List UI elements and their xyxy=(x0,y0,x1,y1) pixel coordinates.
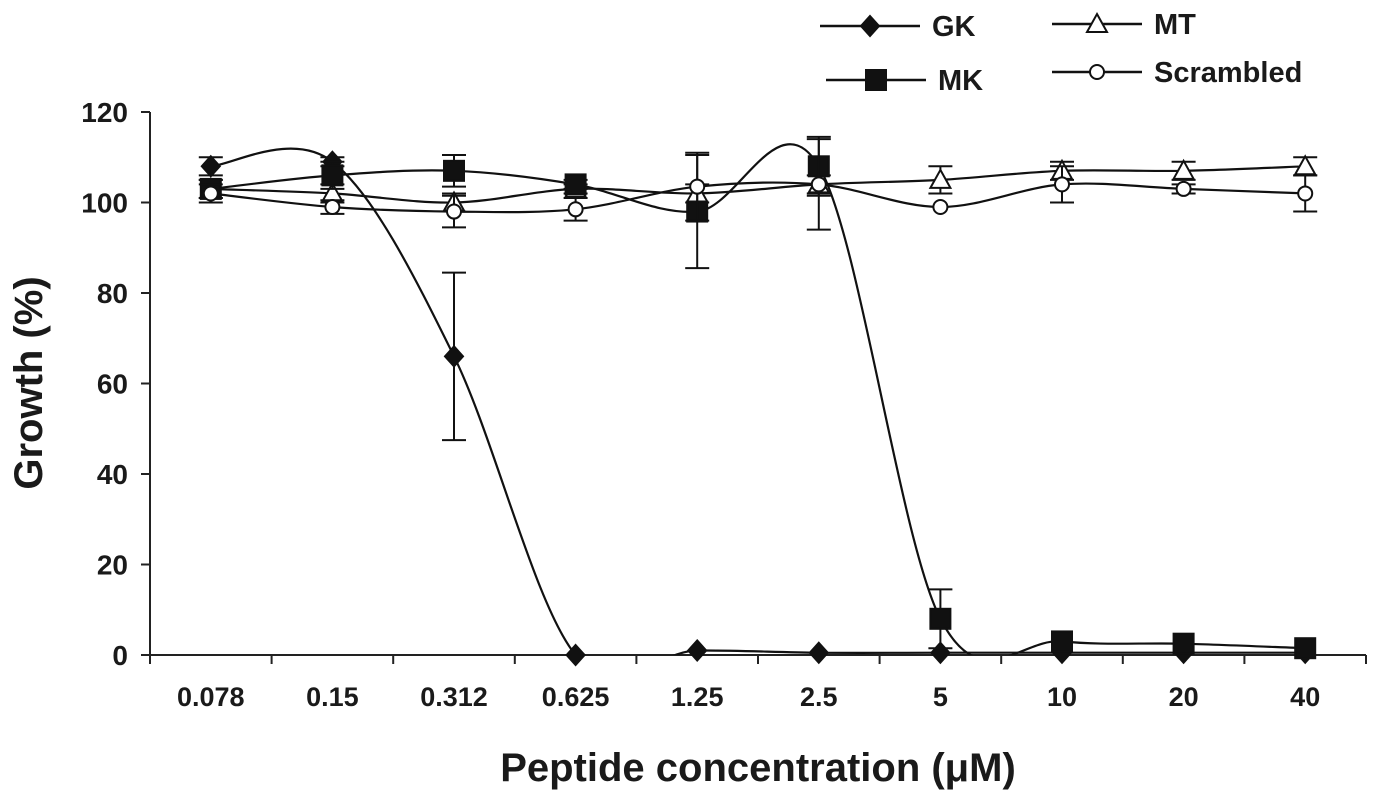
data-point-gk xyxy=(565,643,586,667)
y-tick-label: 120 xyxy=(81,97,128,128)
data-point-scrambled xyxy=(1054,176,1070,193)
data-point-scrambled xyxy=(1175,180,1192,197)
legend-item-scrambled: Scrambled xyxy=(1052,57,1302,89)
legend: GK MT MK Scrambled xyxy=(820,9,1302,97)
series-scrambled xyxy=(198,138,1318,231)
data-point-mk xyxy=(564,173,587,196)
x-tick-label: 0.15 xyxy=(306,682,359,712)
y-tick-label: 20 xyxy=(97,550,128,581)
data-point-gk xyxy=(686,638,708,662)
legend-marker-gk xyxy=(859,14,881,38)
x-tick-label: 20 xyxy=(1169,682,1199,712)
x-tick-label: 10 xyxy=(1047,682,1077,712)
series-mk xyxy=(198,135,1317,660)
data-point-gk xyxy=(443,344,465,368)
x-tick-label: 40 xyxy=(1290,682,1320,712)
series-line-mt xyxy=(210,165,1306,204)
x-tick-label: 0.078 xyxy=(177,682,245,712)
series-line-mk xyxy=(210,143,1306,655)
x-tick-labels: 0.078 0.15 0.312 0.625 1.25 2.5 5 10 20 40 xyxy=(177,682,1320,712)
axes xyxy=(141,111,1367,664)
legend-item-gk: GK xyxy=(820,11,976,43)
data-point-scrambled xyxy=(932,199,949,216)
legend-item-mk: MK xyxy=(826,65,983,97)
series-line-gk xyxy=(210,147,1306,655)
legend-marker-mt xyxy=(1085,11,1109,33)
data-point-mk xyxy=(321,164,344,187)
legend-marker-mk xyxy=(865,69,887,91)
x-tick-label: 1.25 xyxy=(671,682,724,712)
data-point-scrambled xyxy=(324,199,341,216)
x-tick-label: 5 xyxy=(933,682,948,712)
data-point-mk xyxy=(1294,637,1317,660)
y-tick-label: 0 xyxy=(112,640,128,671)
data-point-mk xyxy=(1051,630,1073,653)
data-point-mk xyxy=(1172,632,1195,655)
data-point-scrambled xyxy=(689,178,706,195)
y-tick-label: 80 xyxy=(97,278,128,309)
legend-marker-scrambled xyxy=(1089,64,1105,80)
legend-label-gk: GK xyxy=(932,11,976,43)
legend-label-mk: MK xyxy=(938,65,983,97)
data-point-mk xyxy=(929,607,952,630)
x-tick-label: 0.312 xyxy=(420,682,488,712)
data-point-scrambled xyxy=(567,201,584,218)
data-point-scrambled xyxy=(202,185,219,202)
x-axis-label: Peptide concentration (μM) xyxy=(500,746,1016,790)
series-mt xyxy=(198,154,1318,213)
y-tick-label: 40 xyxy=(97,459,128,490)
data-point-scrambled xyxy=(446,203,462,220)
data-point-scrambled xyxy=(1297,185,1314,202)
y-tick-label: 60 xyxy=(97,369,128,400)
series-layer xyxy=(198,135,1318,667)
series-line-scrambled xyxy=(210,181,1306,214)
data-point-mt xyxy=(1293,154,1317,176)
y-tick-label: 100 xyxy=(81,188,128,219)
x-tick-label: 2.5 xyxy=(800,682,838,712)
legend-label-mt: MT xyxy=(1154,9,1196,41)
legend-item-mt: MT xyxy=(1052,9,1196,41)
data-point-mk xyxy=(443,159,465,182)
x-tick-label: 0.625 xyxy=(542,682,610,712)
y-axis-label: Growth (%) xyxy=(7,276,51,489)
legend-label-scrambled: Scrambled xyxy=(1154,57,1302,89)
data-point-mt xyxy=(928,167,953,189)
y-tick-labels: 0 20 40 60 80 100 120 xyxy=(81,97,128,671)
series-gk xyxy=(198,147,1316,667)
data-point-mt xyxy=(1171,158,1196,180)
data-point-scrambled xyxy=(810,176,827,193)
data-point-gk xyxy=(808,641,830,665)
data-point-gk xyxy=(200,154,222,178)
